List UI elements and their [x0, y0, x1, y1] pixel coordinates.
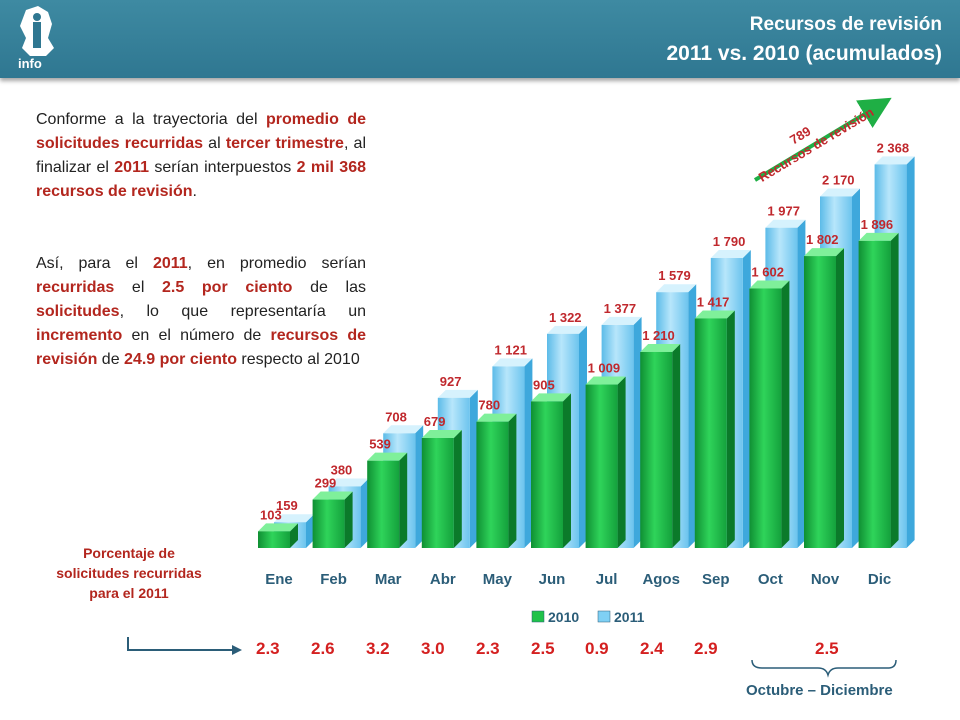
percent-value: 2.3: [256, 639, 280, 658]
percent-value: 2.3: [476, 639, 500, 658]
percent-value: 2.5: [815, 639, 839, 658]
percent-value: 2.4: [640, 639, 664, 658]
data-label-2011: 1 579: [658, 268, 691, 283]
annotation-text: Recursos de revisión: [756, 104, 876, 185]
percent-value: 3.0: [421, 639, 445, 658]
bar-2010: [585, 376, 626, 548]
data-label-2010: 780: [478, 398, 500, 413]
x-tick-label: Dic: [868, 571, 891, 588]
data-label-2010: 103: [260, 507, 282, 522]
title-line-2: 2011 vs. 2010 (acumulados): [666, 42, 943, 65]
trend-arrow: [753, 97, 892, 182]
header-bar: info Recursos de revisión 2011 vs. 2010 …: [0, 0, 960, 78]
percent-block-label: Porcentaje de solicitudes recurridas par…: [56, 545, 202, 601]
data-label-2010: 1 009: [588, 361, 621, 376]
percent-value: 2.6: [311, 639, 335, 658]
x-tick-label: Agos: [642, 571, 680, 588]
range-label: Octubre – Diciembre: [746, 682, 893, 699]
bar-2010: [312, 491, 353, 548]
bar-2010: [367, 452, 408, 548]
data-label-2011: 927: [440, 374, 462, 389]
data-label-2011: 2 170: [822, 172, 855, 187]
data-label-2010: 1 602: [751, 264, 784, 279]
bar-2010: [858, 232, 899, 548]
data-label-2011: 708: [385, 409, 407, 424]
data-label-2011: 1 377: [604, 301, 637, 316]
title-line-1: Recursos de revisión: [749, 14, 942, 35]
data-label-2010: 679: [424, 414, 446, 429]
legend-swatch: [531, 610, 545, 623]
paragraph-2: Así, para el 2011, en promedio serían re…: [36, 255, 367, 368]
bar-2010: [531, 393, 571, 548]
arrow-annotation: 789 Recursos de revisión: [756, 104, 876, 185]
data-label-2011: 159: [276, 498, 298, 513]
x-tick-label: Abr: [430, 571, 456, 588]
bar-2010: [640, 343, 681, 548]
x-tick-label: Oct: [758, 571, 783, 588]
x-tick-label: Sep: [702, 571, 730, 588]
legend-swatch: [597, 610, 611, 623]
data-label-2010: 1 802: [806, 232, 839, 247]
logo-text: info: [18, 56, 42, 71]
x-tick-label: Jun: [539, 571, 566, 588]
bar-2010: [476, 413, 517, 548]
data-label-2010: 905: [533, 377, 555, 392]
data-label-2011: 1 322: [549, 310, 582, 325]
data-label-2011: 2 368: [877, 140, 910, 155]
x-tick-label: Feb: [320, 571, 347, 588]
data-label-2010: 1 896: [861, 217, 894, 232]
legend: 2010 2011: [531, 609, 645, 625]
info-logo: info: [18, 6, 54, 71]
data-label-2010: 299: [315, 476, 337, 491]
x-tick-label: Nov: [811, 571, 840, 588]
data-label-2011: 1 790: [713, 234, 746, 249]
data-label-2010: 1 210: [642, 328, 675, 343]
data-label-2011: 380: [331, 462, 353, 477]
bar-2010: [258, 523, 298, 548]
bar-2010: [694, 310, 735, 548]
bar-2010: [749, 280, 790, 548]
x-tick-label: May: [483, 571, 513, 588]
percent-value: 2.9: [694, 639, 718, 658]
bar-2010: [421, 430, 462, 548]
paragraph-1: Conforme a la trayectoria del promedio d…: [36, 111, 367, 200]
x-tick-label: Mar: [375, 571, 402, 588]
data-label-2010: 1 417: [697, 294, 730, 309]
data-label-2010: 539: [369, 437, 391, 452]
legend-label: 2011: [614, 609, 645, 625]
percent-value: 2.5: [531, 639, 555, 658]
legend-label: 2010: [548, 609, 579, 625]
bar-2010: [804, 248, 844, 549]
data-label-2011: 1 121: [494, 342, 527, 357]
data-label-2011: 1 977: [767, 204, 800, 219]
percent-value: 0.9: [585, 639, 609, 658]
x-tick-label: Ene: [265, 571, 293, 588]
percent-value: 3.2: [366, 639, 390, 658]
x-tick-label: Jul: [596, 571, 618, 588]
